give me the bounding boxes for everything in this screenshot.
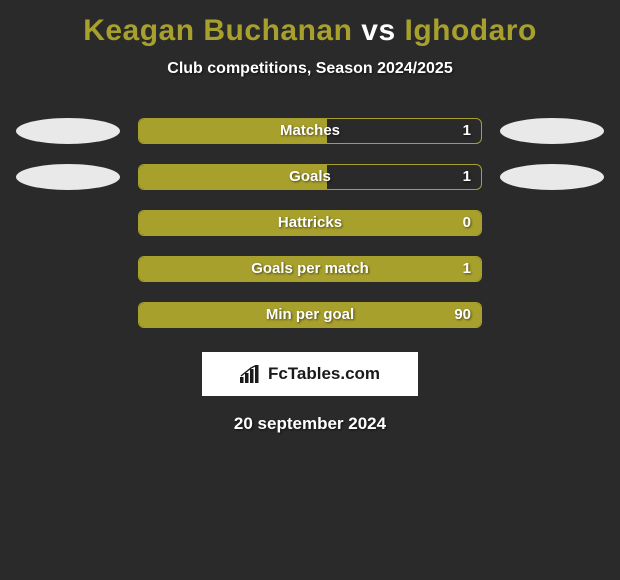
stat-label: Matches xyxy=(139,119,481,143)
logo-box: FcTables.com xyxy=(202,352,418,396)
title-player1: Keagan Buchanan xyxy=(83,14,352,47)
stat-value: 1 xyxy=(463,257,471,281)
stat-bar: Goals1 xyxy=(138,164,482,190)
logo-text: FcTables.com xyxy=(268,364,380,384)
stat-bar: Matches1 xyxy=(138,118,482,144)
date-text: 20 september 2024 xyxy=(0,414,620,434)
stat-label: Hattricks xyxy=(139,211,481,235)
stat-label: Goals per match xyxy=(139,257,481,281)
stat-value: 1 xyxy=(463,119,471,143)
stat-row-hattricks: Hattricks0 xyxy=(10,210,610,236)
bar-chart-icon xyxy=(240,365,262,383)
stat-label: Min per goal xyxy=(139,303,481,327)
subtitle: Club competitions, Season 2024/2025 xyxy=(0,60,620,78)
stat-value: 1 xyxy=(463,165,471,189)
player2-oval xyxy=(500,164,604,190)
stat-value: 0 xyxy=(463,211,471,235)
title-player2: Ighodaro xyxy=(404,14,536,47)
stat-bar: Min per goal90 xyxy=(138,302,482,328)
title-vs: vs xyxy=(361,14,395,47)
player1-oval xyxy=(16,118,120,144)
stat-bar: Hattricks0 xyxy=(138,210,482,236)
player1-oval xyxy=(16,164,120,190)
stat-row-goals: Goals1 xyxy=(10,164,610,190)
comparison-infographic: Keagan Buchanan vs Ighodaro Club competi… xyxy=(0,0,620,580)
stat-row-goals-per-match: Goals per match1 xyxy=(10,256,610,282)
player2-oval xyxy=(500,118,604,144)
stat-rows: Matches1Goals1Hattricks0Goals per match1… xyxy=(0,118,620,328)
stat-bar: Goals per match1 xyxy=(138,256,482,282)
stat-row-min-per-goal: Min per goal90 xyxy=(10,302,610,328)
page-title: Keagan Buchanan vs Ighodaro xyxy=(0,0,620,48)
stat-label: Goals xyxy=(139,165,481,189)
stat-row-matches: Matches1 xyxy=(10,118,610,144)
stat-value: 90 xyxy=(454,303,471,327)
